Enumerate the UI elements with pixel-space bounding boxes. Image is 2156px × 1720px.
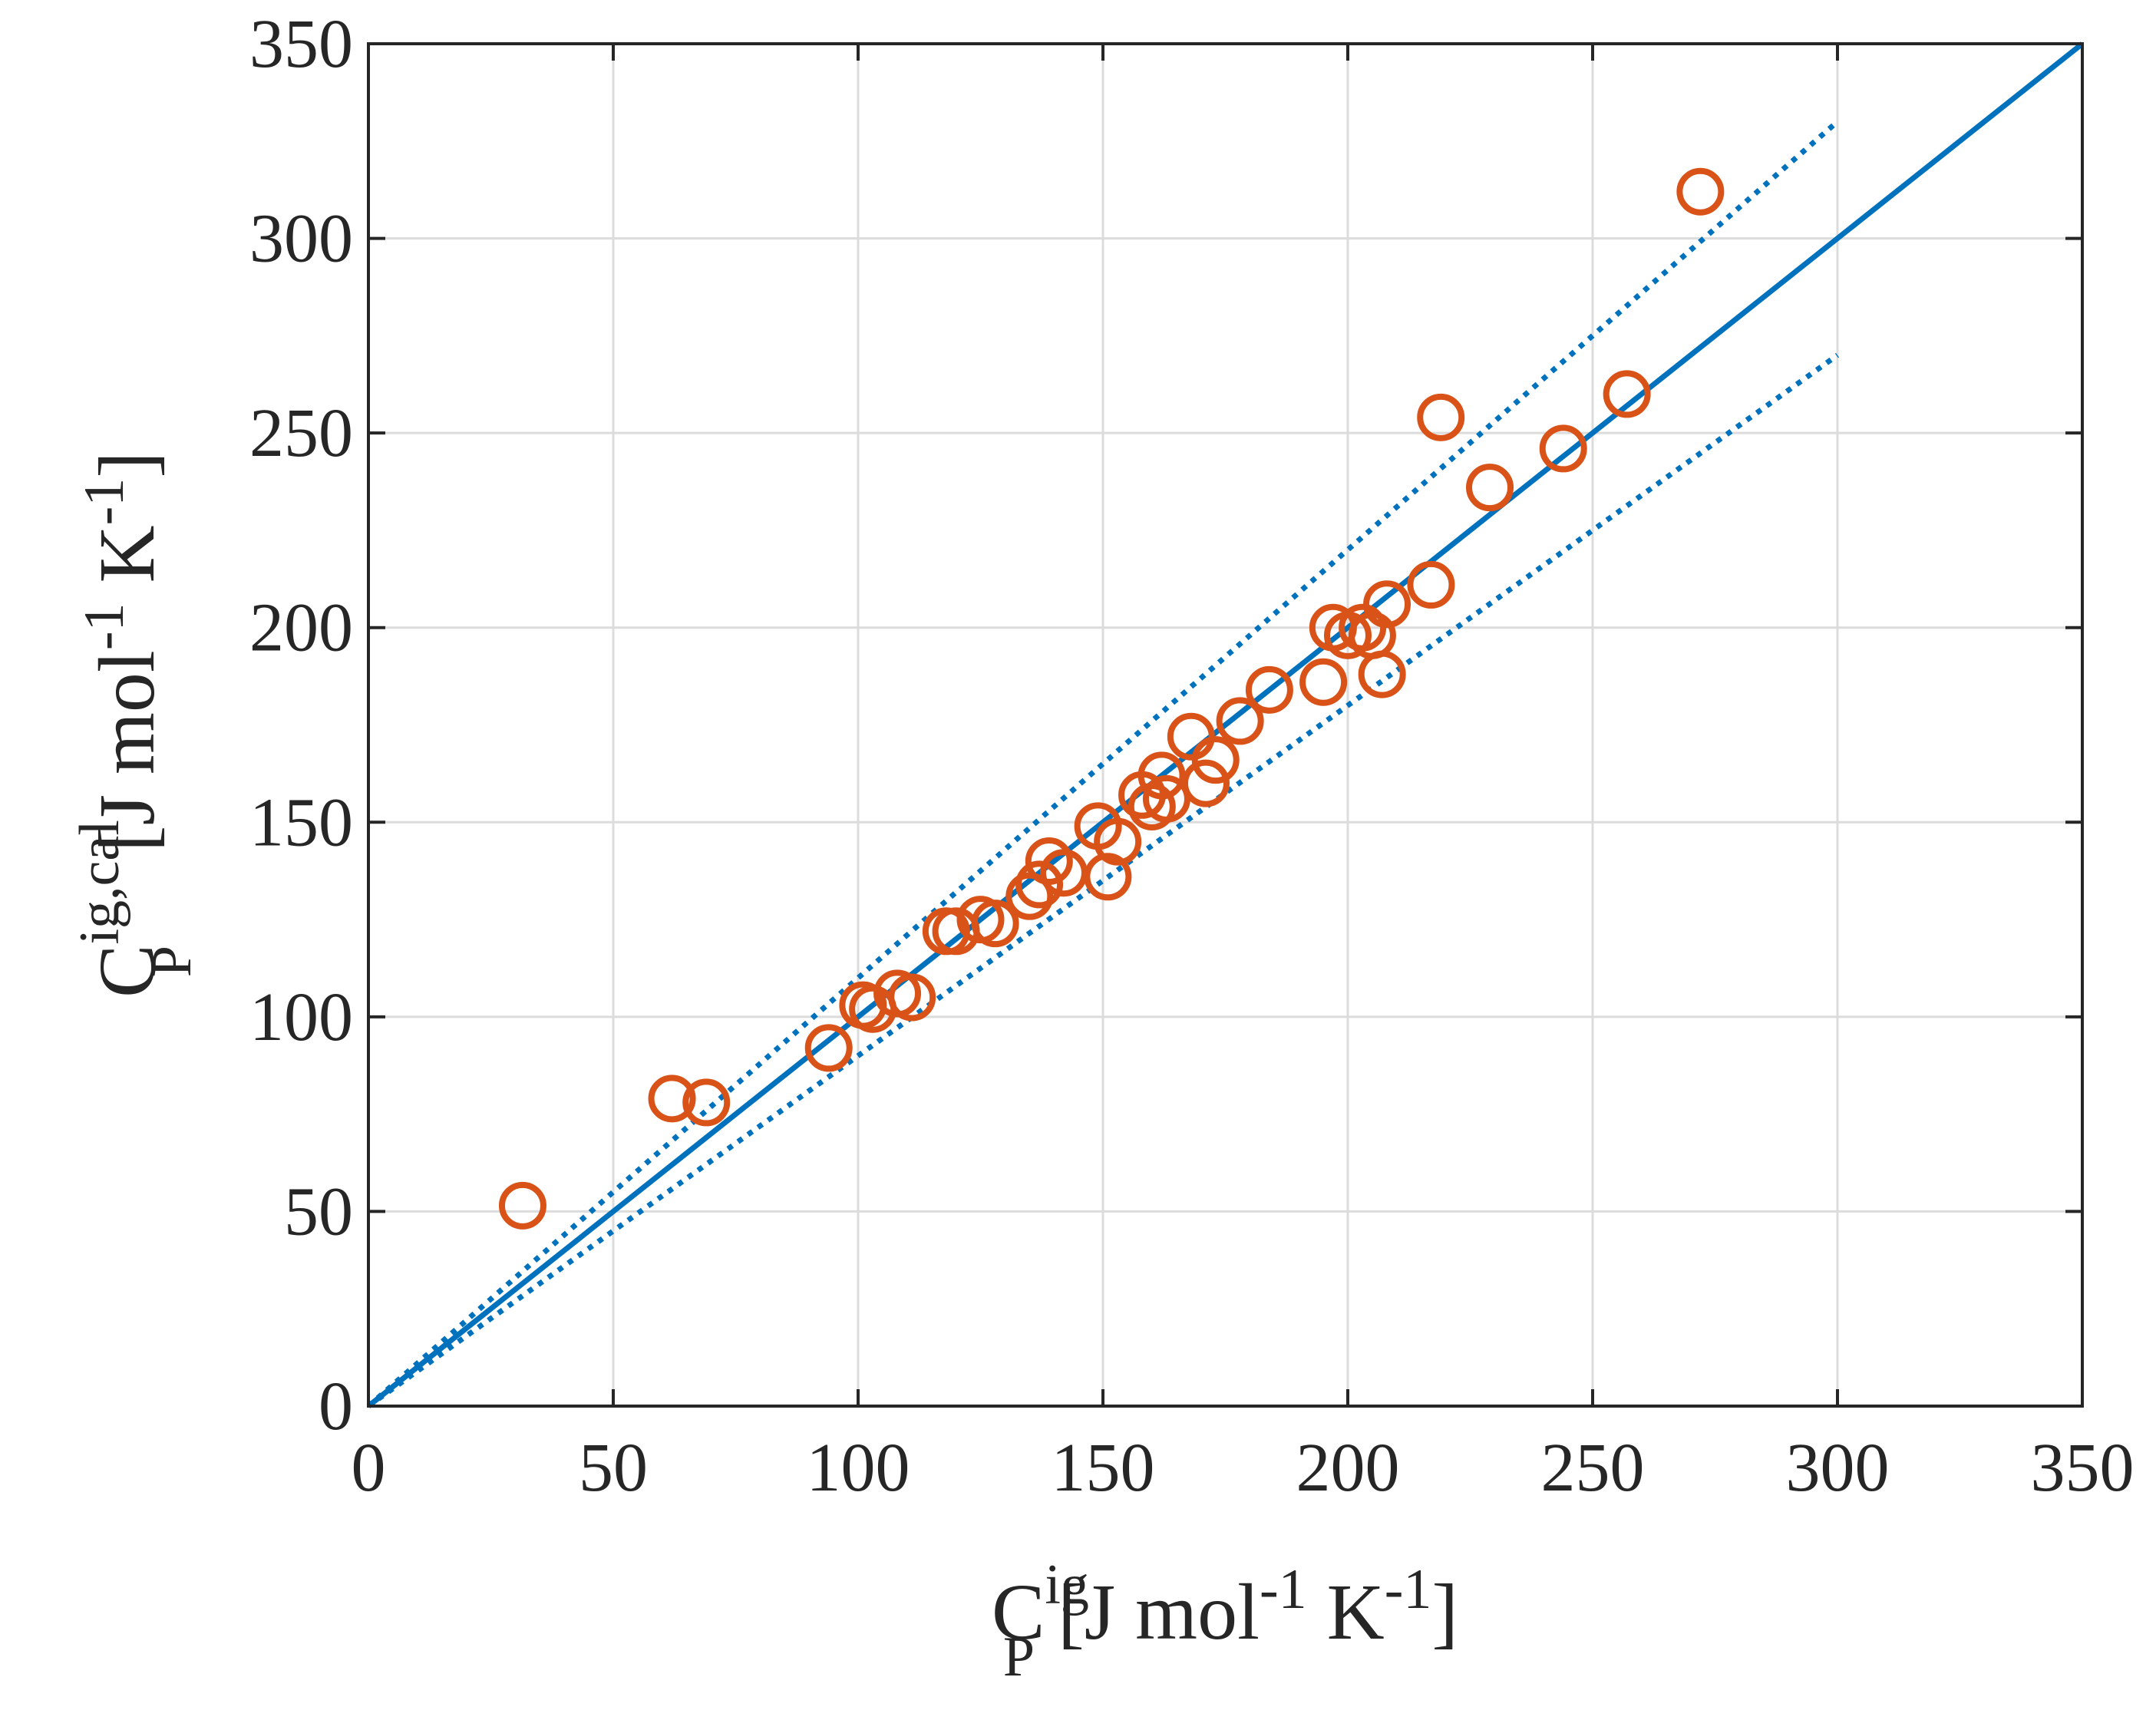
y-label-main: C	[83, 945, 171, 998]
x-label-units: [J mol	[1058, 1568, 1260, 1656]
y-axis-label: Cig,calP[J mol-1 K-1]	[68, 451, 203, 998]
x-tick-label: 350	[2031, 1430, 2135, 1506]
x-tick-label: 50	[579, 1430, 648, 1506]
bound-line	[366, 119, 1840, 1408]
x-label-main: C	[992, 1568, 1045, 1656]
x-label-units-end: ]	[1431, 1568, 1458, 1656]
x-label-exp2: -1	[1385, 1558, 1432, 1621]
y-tick-label: 0	[319, 1368, 353, 1444]
data-point	[648, 1075, 696, 1123]
data-point	[1005, 872, 1054, 920]
data-point	[1466, 464, 1514, 512]
x-tick-label: 100	[807, 1430, 910, 1506]
y-label-sub: P	[140, 946, 203, 977]
y-tick-label: 300	[249, 201, 353, 277]
data-point	[804, 1024, 853, 1072]
y-label-exp2: -1	[73, 478, 136, 526]
data-point	[1245, 665, 1293, 714]
x-tick-labels: 0 50 100 150 200 250 300 350	[352, 1430, 2135, 1506]
data-point	[1094, 817, 1142, 866]
y-tick-label: 200	[249, 590, 353, 666]
data-point	[1358, 650, 1406, 698]
y-label-units-mid: K	[83, 525, 171, 602]
x-axis-label: Cig P[J mol-1 K-1]	[992, 1553, 1458, 1689]
data-point	[888, 973, 936, 1022]
data-point	[498, 1181, 546, 1230]
x-label-exp1: -1	[1260, 1558, 1307, 1621]
x-label-sub: P	[1003, 1626, 1035, 1689]
y-tick-label: 150	[249, 784, 353, 860]
data-point	[682, 1078, 731, 1127]
data-point	[1142, 774, 1190, 823]
data-point	[932, 907, 980, 956]
data-points	[498, 167, 1725, 1230]
data-point	[1015, 860, 1064, 909]
plot-frame	[367, 42, 2084, 1408]
data-point	[1216, 697, 1264, 745]
x-tick-label: 150	[1052, 1430, 1155, 1506]
data-point	[1676, 167, 1725, 216]
y-label-exp1: -1	[73, 603, 136, 651]
data-point	[1084, 853, 1132, 901]
data-point	[971, 900, 1019, 948]
data-point	[1181, 759, 1230, 807]
y-tick-label: 50	[284, 1174, 353, 1250]
x-tick-label: 200	[1296, 1430, 1400, 1506]
data-point	[1191, 736, 1240, 784]
data-point	[1025, 837, 1073, 885]
x-label-sup: ig	[1045, 1553, 1089, 1616]
data-point	[1539, 424, 1587, 473]
parity-line	[366, 41, 2085, 1408]
reference-lines	[366, 41, 2085, 1408]
data-point	[1137, 751, 1186, 800]
y-tick-label: 100	[249, 979, 353, 1055]
data-point	[1407, 560, 1455, 609]
x-tick-label: 250	[1541, 1430, 1645, 1506]
x-tick-label: 300	[1786, 1430, 1890, 1506]
y-tick-label: 250	[249, 395, 353, 471]
x-label-units-mid: K	[1307, 1568, 1385, 1656]
y-label-units-end: ]	[83, 451, 171, 478]
y-tick-labels: 0 50 100 150 200 250 300 350	[249, 6, 353, 1444]
data-point	[1363, 580, 1411, 629]
x-tick-label: 0	[352, 1430, 386, 1506]
data-point	[1603, 370, 1651, 418]
data-point	[1417, 393, 1465, 441]
y-tick-label: 350	[249, 6, 353, 82]
y-label-sup: ig,cal	[68, 820, 131, 944]
data-point	[1299, 658, 1348, 706]
y-label-units: [J mol	[83, 650, 171, 852]
